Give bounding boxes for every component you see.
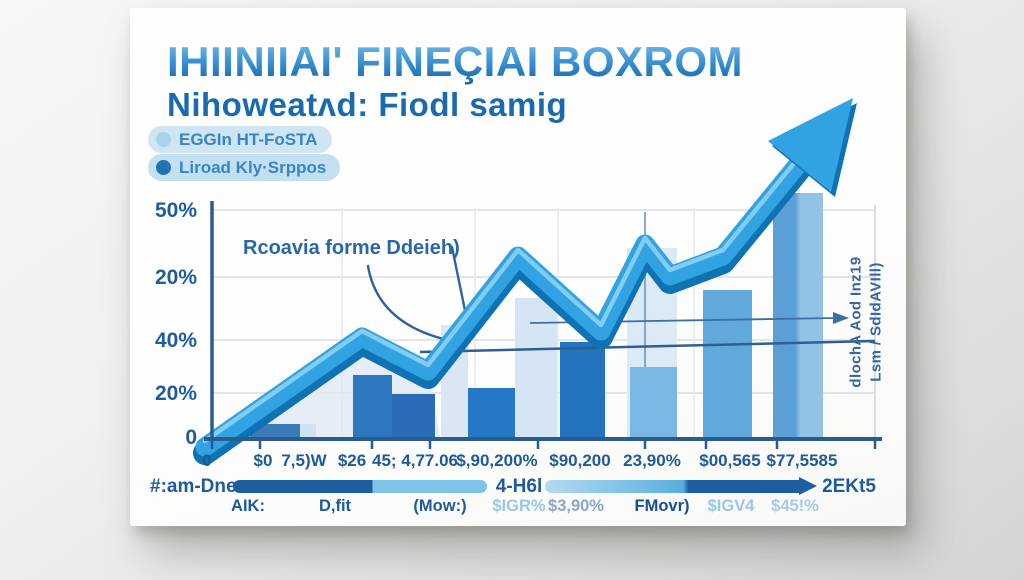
backdrop-bar [515, 298, 557, 439]
x-axis-label: 45; 4,77.06 [372, 451, 458, 470]
backdrop-bar [300, 424, 316, 439]
page-subtitle: Nihoweatʌd: Fiodl samig [167, 86, 568, 123]
legend-dot-icon [156, 132, 171, 147]
right-axis-label-line1: dlochA Aod Inz19 [847, 256, 865, 388]
bar [703, 290, 752, 439]
footer-stat: $45!% [771, 497, 819, 515]
bar [468, 388, 515, 439]
footer-stat: $3,90% [548, 497, 604, 515]
big-arrow-bevel [202, 153, 803, 444]
bar [560, 342, 605, 439]
footer-stat: D,fit [318, 497, 352, 515]
bar [773, 193, 823, 439]
trend-line [419, 339, 876, 354]
footer-arrow-icon [799, 477, 817, 495]
x-axis-label: $77,5585 [767, 451, 838, 470]
footer-stat: FMovr) [634, 497, 690, 515]
legend-label: EGGIn HT-FoSTA [179, 129, 318, 149]
big-arrow-shaft [195, 152, 810, 457]
x-axis-label: $90,200 [549, 451, 610, 470]
footer-progress-bar-1 [233, 480, 487, 493]
trend-line-arrowhead [833, 312, 849, 324]
legend-item-1: EGGIn HT-FoSTA [148, 126, 332, 153]
x-axis-label: 0 [202, 451, 211, 470]
x-axis-label: $0 [254, 451, 273, 470]
y-axis-label: 0 [185, 426, 197, 449]
big-arrow-head-icon [768, 98, 853, 192]
x-axis-label: $00,565 [699, 451, 760, 470]
footer-stat: (Mow:) [413, 497, 467, 515]
y-axis-label: 20% [155, 266, 197, 289]
y-axis-label: 40% [155, 329, 197, 352]
right-axis-label: dlochA Aod Inz19 Lsm / SdIdAVIll) [847, 256, 886, 387]
x-axis-label: 23,90% [623, 451, 681, 470]
chart-annotation: Rcoavia forme Ddeieh) [243, 237, 460, 259]
legend-dot-icon [156, 160, 171, 175]
legend-label: Liroad Kly·Srppos [179, 157, 327, 177]
footer-stat: $IGR% [492, 497, 546, 515]
y-axis-label: 20% [155, 382, 197, 405]
footer-end-label: 2EKt5 [822, 476, 876, 497]
footer-stats-row: AIK: D,fit (Mow:) $IGR% $3,90% FMovr) $IGV4 $45… [0, 497, 1024, 517]
y-axis-label: 50% [155, 199, 197, 222]
bar [353, 375, 392, 439]
bar [630, 367, 677, 439]
x-axis-label: $,90,200% [456, 451, 537, 470]
annotation-arrow [366, 264, 454, 343]
right-axis-label-line2: Lsm / SdIdAVIll) [867, 262, 884, 382]
page-title: IHIINIIAI' FINEÇIAI BOXROM [167, 38, 744, 85]
footer-mid-label: 4-H6l [495, 476, 543, 497]
x-axis-label: 7,5)W [281, 451, 327, 470]
footer-stat: $IGV4 [707, 497, 755, 515]
footer-stat: AIK: [231, 497, 265, 515]
bar [392, 394, 435, 439]
bar [250, 424, 300, 439]
footer-range-label: #:am-Dne [150, 476, 237, 497]
x-axis-label: $26 [338, 451, 366, 470]
footer-progress-bar-2 [545, 480, 801, 493]
legend-item-2: Liroad Kly·Srppos [148, 154, 341, 181]
